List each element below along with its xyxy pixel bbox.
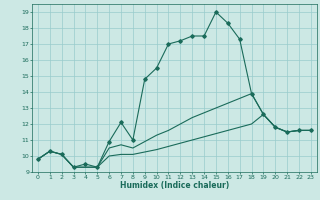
X-axis label: Humidex (Indice chaleur): Humidex (Indice chaleur): [120, 181, 229, 190]
